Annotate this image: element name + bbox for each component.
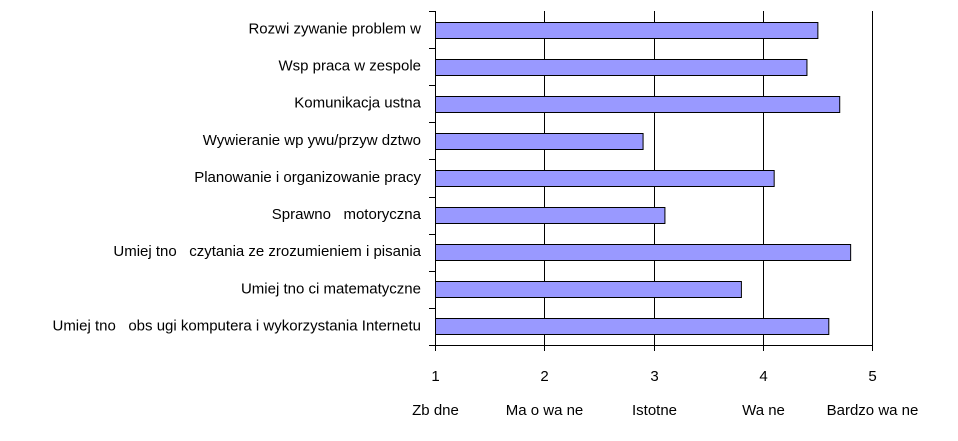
bar-6: [435, 207, 666, 224]
x-scale-label-5: Bardzo wa ne: [827, 402, 919, 419]
category-label-9: Umiej tno obs ugi komputera i wykorzysta…: [52, 317, 421, 334]
x-tick-label-5: 5: [868, 368, 876, 385]
x-scale-label-4: Wa ne: [742, 402, 785, 419]
x-tick-label-3: 3: [650, 368, 658, 385]
category-label-3: Komunikacja ustna: [294, 95, 421, 112]
bar-9: [435, 318, 830, 335]
bar-4: [435, 133, 644, 150]
x-tick-label-4: 4: [759, 368, 767, 385]
x-scale-labels: Zb dne Ma o wa ne Istotne Wa ne Bardzo wa ne: [412, 402, 918, 419]
category-label-5: Planowanie i organizowanie pracy: [194, 169, 421, 186]
bar-1: [435, 22, 819, 39]
x-scale-label-2: Ma o wa ne: [506, 402, 584, 419]
category-label-4: Wywieranie wp ywu/przyw dztwo: [203, 132, 421, 149]
x-tick-labels: 1 2 3 4 5: [431, 368, 876, 385]
axes: [429, 11, 873, 351]
category-label-6: Sprawno motoryczna: [272, 206, 422, 223]
x-tick-label-2: 2: [540, 368, 548, 385]
bar-7: [435, 244, 852, 261]
category-label-2: Wsp praca w zespole: [278, 58, 421, 75]
bars: [435, 22, 852, 335]
bar-3: [435, 96, 841, 113]
x-scale-label-3: Istotne: [632, 402, 677, 419]
x-scale-label-1: Zb dne: [412, 402, 459, 419]
bar-8: [435, 281, 742, 298]
bar-5: [435, 170, 775, 187]
category-labels: Rozwi zywanie problem w Wsp praca w zespo…: [52, 21, 421, 335]
category-label-1: Rozwi zywanie problem w: [248, 21, 421, 38]
category-label-7: Umiej tno czytania ze zrozumieniem i pis…: [113, 243, 421, 260]
x-tick-label-1: 1: [431, 368, 439, 385]
bar-2: [435, 59, 808, 76]
category-label-8: Umiej tno ci matematyczne: [241, 280, 421, 297]
